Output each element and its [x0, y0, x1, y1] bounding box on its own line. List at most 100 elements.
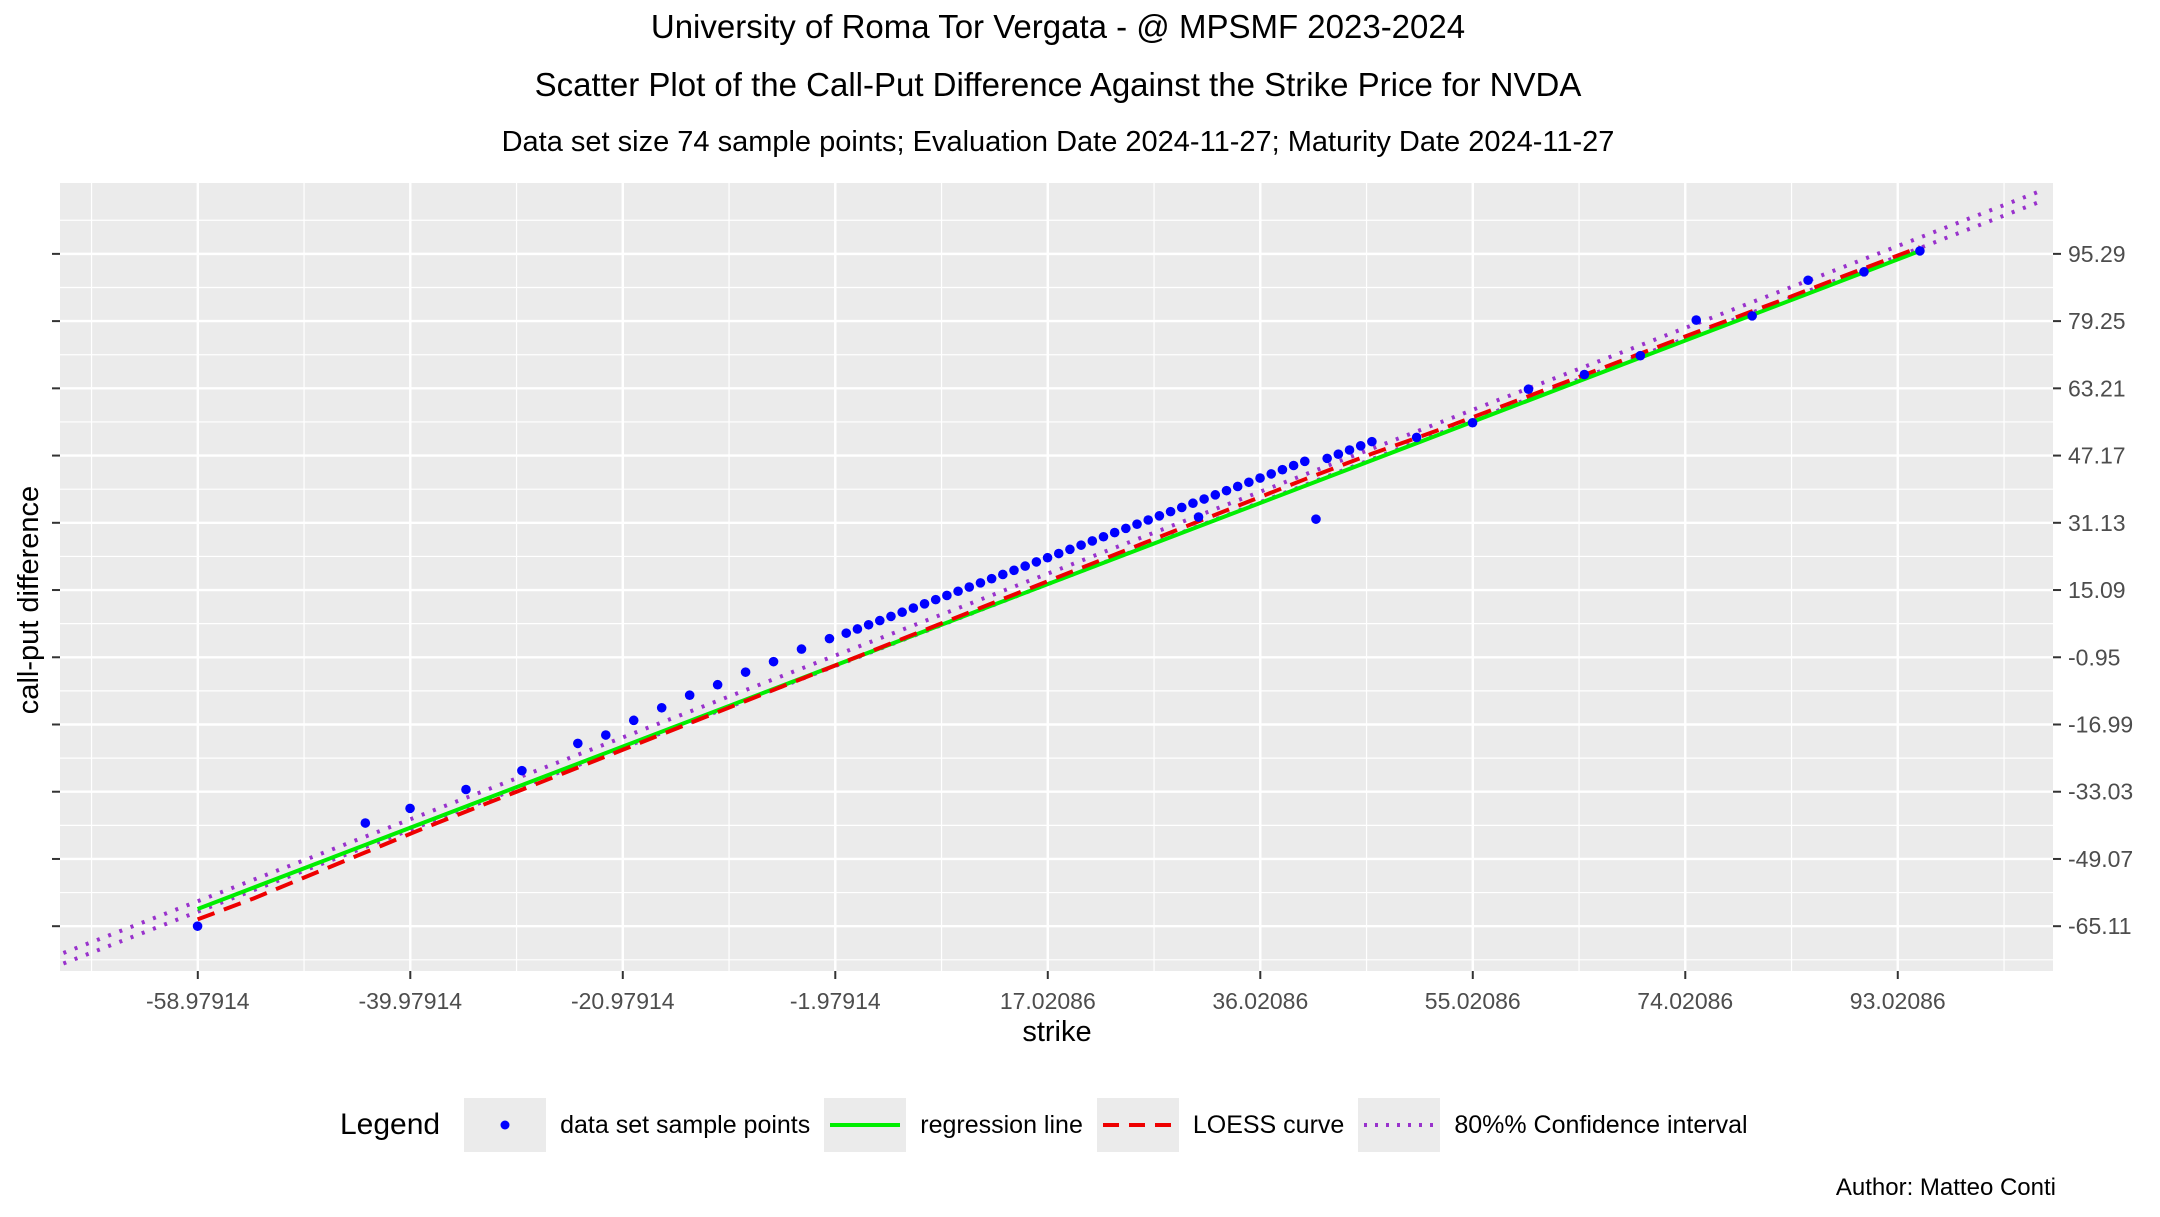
- y-tick-label: -65.11: [2068, 913, 2132, 939]
- data-point: [1076, 540, 1086, 550]
- data-point: [852, 624, 863, 634]
- y-tick-label: 79.25: [2068, 308, 2126, 334]
- legend-label-regression: regression line: [920, 1110, 1083, 1139]
- legend-title: Legend: [340, 1108, 441, 1141]
- data-point: [1154, 511, 1165, 521]
- x-tick-label: 36.02086: [1212, 988, 1308, 1014]
- data-point: [1311, 514, 1321, 524]
- chart-title: University of Roma Tor Vergata - @ MPSMF…: [650, 8, 1466, 45]
- data-point: [1121, 523, 1131, 534]
- x-tick-label: -39.97914: [358, 988, 462, 1014]
- legend-key-loess: [1096, 1098, 1179, 1152]
- data-point: [1803, 275, 1813, 286]
- x-tick-label: -58.97914: [146, 988, 250, 1014]
- data-point: [1009, 565, 1019, 576]
- data-point: [1087, 536, 1098, 546]
- data-point: [863, 619, 874, 630]
- data-point: [684, 690, 695, 700]
- data-point: [1635, 350, 1646, 361]
- data-point: [1467, 417, 1478, 428]
- data-point: [1747, 311, 1757, 321]
- data-point: [886, 611, 896, 622]
- data-point: [1042, 552, 1053, 563]
- data-point: [628, 715, 639, 726]
- data-point: [1176, 502, 1187, 513]
- data-point: [964, 582, 975, 592]
- data-point: [796, 644, 807, 654]
- x-tick-label: 17.02086: [1000, 988, 1096, 1014]
- data-point: [1188, 498, 1198, 509]
- data-point: [975, 578, 986, 588]
- data-point: [1344, 445, 1355, 455]
- data-point: [986, 573, 997, 584]
- y-tick-label: 63.21: [2068, 375, 2126, 401]
- data-point: [1277, 464, 1288, 475]
- data-point: [1098, 531, 1109, 542]
- legend: Legend data set sample points regression…: [340, 1098, 1762, 1152]
- x-tick-label: -20.97914: [571, 988, 675, 1014]
- y-tick-label: 31.13: [2068, 510, 2126, 536]
- regression-line: [196, 249, 1921, 911]
- data-point: [824, 633, 835, 644]
- y-tick-label: 47.17: [2068, 443, 2126, 469]
- data-point: [1020, 561, 1030, 571]
- data-point: [908, 603, 919, 613]
- data-point: [1232, 481, 1243, 492]
- data-point: [1411, 432, 1422, 443]
- x-tick-label: 55.02086: [1425, 988, 1521, 1014]
- data-point: [1579, 369, 1590, 380]
- data-point: [1288, 460, 1299, 471]
- data-point: [1255, 473, 1265, 483]
- legend-label-points: data set sample points: [560, 1110, 811, 1139]
- author-credit: Author: Matteo Conti: [1835, 1174, 2056, 1201]
- legend-key-regression: [824, 1098, 907, 1152]
- data-point: [953, 586, 963, 597]
- data-point: [1221, 485, 1232, 496]
- legend-key-points: [464, 1098, 547, 1152]
- data-point: [1367, 436, 1377, 447]
- data-point: [841, 628, 852, 638]
- data-point: [1165, 506, 1176, 517]
- data-point: [1132, 519, 1142, 529]
- data-point: [1299, 456, 1310, 467]
- y-tick-label: 95.29: [2068, 241, 2126, 267]
- legend-label-confidence: 80%% Confidence interval: [1454, 1110, 1748, 1139]
- y-axis-title: call-put difference: [13, 486, 45, 714]
- chart-subtitle: Scatter Plot of the Call-Put Difference …: [534, 66, 1582, 103]
- data-point: [874, 615, 885, 626]
- loess-curve: [196, 245, 1921, 922]
- y-tick-label: -33.03: [2068, 779, 2133, 805]
- data-point: [1915, 246, 1925, 256]
- data-point: [740, 667, 751, 677]
- data-point: [998, 569, 1008, 580]
- axes: -58.97914 -39.97914 -20.97914 -1.97914 17.02…: [52, 241, 2133, 1014]
- data-point: [897, 607, 907, 618]
- data-point: [1109, 527, 1120, 538]
- data-point: [192, 921, 203, 931]
- data-point: [942, 590, 952, 601]
- data-layers: [62, 188, 2044, 966]
- data-point: [1210, 490, 1221, 500]
- data-point: [1266, 469, 1277, 479]
- y-tick-label: -0.95: [2068, 644, 2120, 670]
- data-point: [360, 818, 371, 828]
- data-point: [405, 803, 415, 814]
- data-point: [1322, 453, 1332, 464]
- data-point: [600, 730, 611, 740]
- data-point: [712, 679, 723, 690]
- x-tick-label: -1.97914: [790, 988, 881, 1014]
- data-point: [919, 599, 930, 609]
- data-point: [1691, 315, 1702, 325]
- data-point: [1143, 515, 1154, 525]
- gridlines: [60, 183, 2053, 971]
- data-point: [768, 656, 779, 667]
- data-point: [1355, 441, 1366, 451]
- data-point: [1333, 449, 1344, 459]
- data-point: [1859, 267, 1869, 277]
- data-point: [930, 594, 941, 605]
- data-point: [1193, 512, 1204, 522]
- data-point: [1199, 494, 1209, 504]
- data-point: [1523, 384, 1534, 395]
- chart-caption: Data set size 74 sample points; Evaluati…: [501, 126, 1615, 158]
- y-tick-label: 15.09: [2068, 577, 2126, 603]
